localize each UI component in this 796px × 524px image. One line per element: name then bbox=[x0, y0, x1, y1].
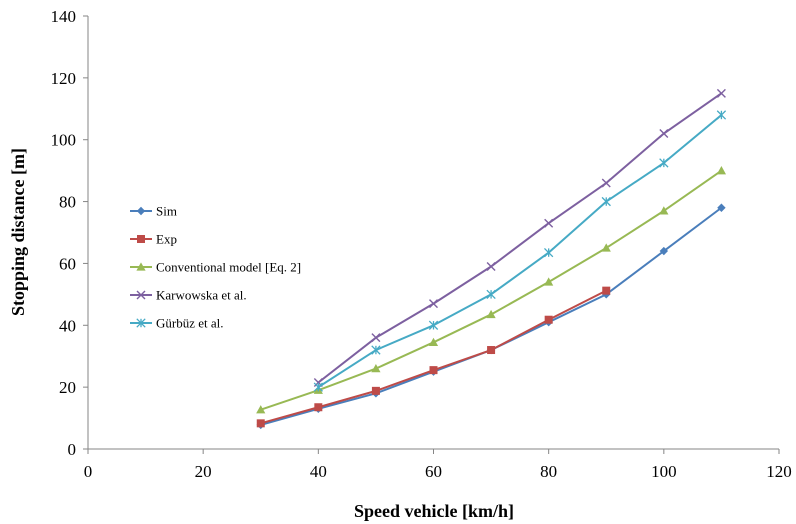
data-point bbox=[601, 178, 611, 188]
legend-item: Gürbüz et al. bbox=[130, 316, 224, 331]
legend-swatch-marker bbox=[136, 318, 146, 328]
x-tick-label: 80 bbox=[540, 462, 557, 481]
y-tick-label: 120 bbox=[51, 69, 77, 88]
y-tick-label: 60 bbox=[59, 254, 76, 273]
data-point bbox=[716, 110, 727, 120]
x-axis-title: Speed vehicle [km/h] bbox=[354, 501, 514, 521]
y-tick-label: 140 bbox=[51, 7, 77, 26]
data-point bbox=[716, 166, 727, 175]
data-point bbox=[487, 346, 496, 355]
x-tick-label: 120 bbox=[766, 462, 792, 481]
x-tick-label: 20 bbox=[195, 462, 212, 481]
data-point bbox=[429, 299, 438, 309]
y-tick-label: 20 bbox=[59, 378, 76, 397]
legend-item: Conventional model [Eq. 2] bbox=[130, 260, 301, 275]
legend-swatch-marker bbox=[136, 206, 146, 216]
legend: Sim Exp Conventional model [Eq. 2] Karwowsk… bbox=[130, 204, 301, 331]
series-3 bbox=[313, 88, 726, 387]
data-point bbox=[601, 243, 611, 252]
x-tick-label: 40 bbox=[310, 462, 327, 481]
data-point bbox=[544, 277, 554, 286]
legend-label: Exp bbox=[156, 232, 177, 247]
legend-swatch-marker bbox=[137, 235, 145, 243]
x-tick-label: 60 bbox=[425, 462, 442, 481]
data-point bbox=[371, 363, 381, 373]
series-2 bbox=[256, 166, 727, 414]
x-tick-label: 0 bbox=[84, 462, 93, 481]
data-point bbox=[428, 320, 439, 330]
series-line bbox=[317, 114, 723, 388]
data-point bbox=[659, 206, 669, 215]
data-point bbox=[601, 196, 611, 207]
series-line bbox=[317, 92, 722, 384]
series-4 bbox=[313, 110, 727, 392]
data-point bbox=[659, 158, 669, 168]
x-tick-label: 100 bbox=[651, 462, 677, 481]
y-tick-label: 100 bbox=[51, 131, 77, 150]
data-point bbox=[371, 386, 380, 395]
y-axis-title: Stopping distance [m] bbox=[8, 148, 28, 316]
data-point bbox=[659, 246, 669, 256]
legend-label: Karwowska et al. bbox=[156, 288, 247, 303]
data-point bbox=[659, 129, 669, 139]
data-point bbox=[716, 88, 726, 98]
legend-swatch-marker bbox=[136, 262, 146, 271]
y-tick-label: 40 bbox=[59, 316, 76, 335]
legend-item: Karwowska et al. bbox=[130, 288, 247, 303]
axes bbox=[87, 16, 779, 450]
data-point bbox=[486, 262, 496, 272]
series-layer bbox=[256, 88, 727, 430]
legend-item: Exp bbox=[130, 232, 177, 247]
legend-label: Conventional model [Eq. 2] bbox=[156, 260, 301, 275]
data-point bbox=[371, 345, 381, 355]
data-point bbox=[544, 247, 554, 258]
legend-swatch-marker bbox=[136, 290, 146, 300]
y-tick-label: 0 bbox=[68, 440, 77, 459]
series-line bbox=[260, 289, 607, 425]
legend-item: Sim bbox=[130, 204, 177, 219]
data-point bbox=[256, 419, 265, 428]
data-point bbox=[544, 218, 554, 228]
data-point bbox=[717, 203, 726, 212]
data-point bbox=[429, 366, 438, 375]
data-point bbox=[428, 337, 439, 346]
data-point bbox=[256, 405, 266, 414]
data-point bbox=[602, 286, 611, 295]
legend-label: Gürbüz et al. bbox=[156, 316, 224, 331]
y-tick-label: 80 bbox=[59, 193, 76, 212]
data-point bbox=[313, 382, 323, 392]
data-point bbox=[486, 309, 496, 319]
data-point bbox=[314, 403, 323, 412]
data-point bbox=[486, 289, 496, 300]
data-point bbox=[371, 333, 381, 343]
ticks: 0 20 40 60 80 100 120 0 20 40 60 80 100 120 140 bbox=[51, 7, 792, 481]
data-point bbox=[544, 315, 553, 324]
legend-label: Sim bbox=[156, 204, 177, 219]
series-1 bbox=[256, 286, 611, 428]
